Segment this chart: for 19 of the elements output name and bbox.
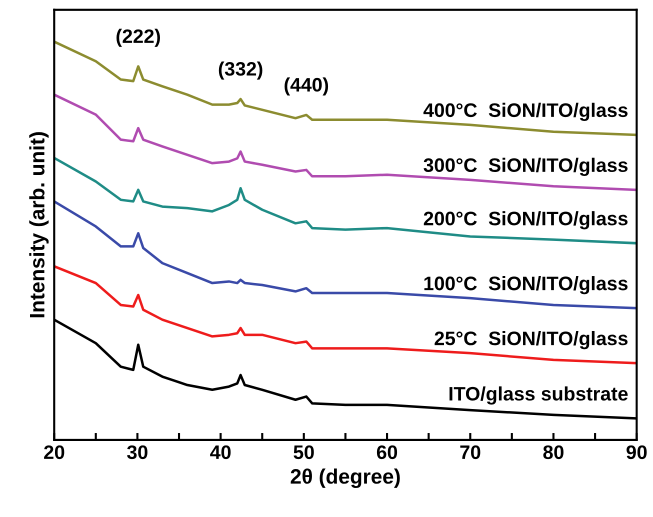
series-label: 200°C SiON/ITO/glass	[424, 211, 628, 230]
series-label: ITO/glass substrate	[450, 386, 628, 405]
x-axis-title: 2θ (degree)	[290, 468, 400, 488]
x-tick-label: 60	[376, 445, 398, 460]
series-label: 100°C SiON/ITO/glass	[424, 276, 628, 294]
x-tick-label: 70	[460, 445, 480, 460]
x-tick-label: 40	[210, 445, 231, 460]
x-tick-label: 30	[127, 445, 148, 460]
series-label: 300°C SiON/ITO/glass	[424, 158, 628, 176]
x-tick-label: 90	[626, 445, 647, 460]
annotation: (332)	[218, 61, 262, 80]
annotation: (440)	[284, 77, 328, 96]
x-tick-label: 20	[44, 445, 64, 460]
series-label: 400°C SiON/ITO/glass	[423, 102, 628, 121]
annotation: (222)	[116, 28, 160, 47]
y-axis-title: Intensity (arb. unit)	[29, 132, 49, 318]
series-label: 25°C SiON/ITO/glass	[434, 331, 628, 350]
x-tick-label: 80	[543, 445, 564, 460]
x-tick-label: 50	[294, 445, 314, 460]
